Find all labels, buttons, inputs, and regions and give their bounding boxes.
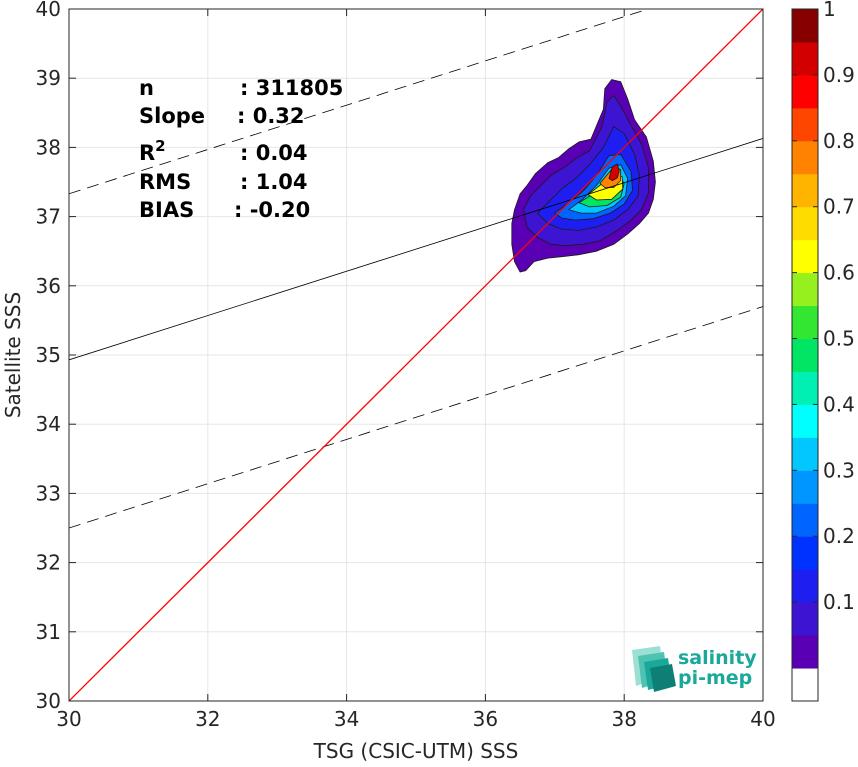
- error-bound-line: [69, 9, 650, 195]
- regression-line: [69, 138, 763, 361]
- colorbar-segment: [792, 74, 818, 109]
- reference-lines: [69, 9, 763, 701]
- x-tick-label: 40: [750, 707, 775, 731]
- colorbar-tick-label: 1: [823, 0, 836, 21]
- error-bound-line: [69, 306, 763, 529]
- colorbar-segment: [792, 9, 818, 43]
- stats-box: n : 311805 Slope : 0.32 R2 : 0.04 RMS : 1.04 BIA…: [139, 76, 343, 222]
- logo-line1: salinity: [678, 647, 757, 669]
- y-tick-label: 40: [36, 0, 61, 21]
- colorbar-segment: [792, 206, 818, 241]
- y-tick-label: 35: [36, 343, 61, 367]
- colorbar-segment: [792, 41, 818, 76]
- y-tick-label: 30: [36, 689, 61, 713]
- colorbar-segment: [792, 239, 818, 274]
- y-tick-label: 39: [36, 66, 61, 90]
- colorbar-segment: [792, 272, 818, 307]
- stat-label-superscript: 2: [155, 137, 165, 155]
- colorbar-segment: [792, 338, 818, 372]
- stat-label: n: [139, 76, 154, 100]
- y-tick-label: 32: [36, 551, 61, 575]
- stat-label: RMS: [139, 170, 191, 194]
- colorbar-segment: [792, 173, 818, 208]
- y-axis-ticks: 30 31 32 33 34 35 36 37 38 39 40: [36, 0, 763, 713]
- y-tick-label: 31: [36, 620, 61, 644]
- colorbar: 0.1 0.2 0.3 0.4 0.5 0.6 0.7 0.8 0.9 1: [791, 0, 855, 702]
- colorbar-segment: [792, 107, 818, 142]
- colorbar-tick-label: 0.8: [823, 129, 855, 153]
- grid-lines: [68, 8, 764, 702]
- colorbar-segment: [792, 305, 818, 340]
- stat-value: : 0.32: [237, 104, 305, 128]
- stat-value: : 1.04: [240, 170, 308, 194]
- x-tick-label: 38: [611, 707, 636, 731]
- y-axis-label: Satellite SSS: [1, 292, 25, 418]
- y-tick-label: 36: [36, 274, 61, 298]
- colorbar-tick-label: 0.9: [823, 63, 855, 87]
- colorbar-segment: [792, 437, 818, 471]
- identity-line: [69, 9, 763, 701]
- colorbar-tick-label: 0.3: [823, 458, 855, 482]
- colorbar-segment: [792, 668, 818, 702]
- density-contour: [608, 163, 620, 182]
- x-tick-label: 30: [56, 707, 81, 731]
- stat-label: Slope: [139, 104, 205, 128]
- colorbar-segment: [792, 503, 818, 537]
- colorbar-tick-label: 0.5: [823, 327, 855, 351]
- stat-label: BIAS: [139, 198, 194, 222]
- colorbar-segment: [792, 602, 818, 636]
- stat-value: : 311805: [240, 76, 343, 100]
- y-tick-label: 38: [36, 135, 61, 159]
- y-tick-label: 34: [36, 412, 61, 436]
- colorbar-segment: [792, 569, 818, 603]
- salinity-pi-mep-logo: salinity pi-mep: [632, 646, 757, 692]
- colorbar-tick-label: 0.1: [823, 590, 855, 614]
- stat-label: R2: [139, 137, 166, 165]
- colorbar-segment: [792, 371, 818, 405]
- x-tick-label: 36: [473, 707, 498, 731]
- x-axis-ticks: 30 32 34 36 38 40: [56, 9, 776, 731]
- y-tick-label: 37: [36, 205, 61, 229]
- colorbar-tick-label: 0.6: [823, 261, 855, 285]
- y-tick-label: 33: [36, 481, 61, 505]
- colorbar-frame: [791, 8, 819, 702]
- x-tick-label: 32: [195, 707, 220, 731]
- colorbar-tick-label: 0.7: [823, 195, 855, 219]
- colorbar-segment: [792, 140, 818, 175]
- colorbar-segment: [792, 635, 818, 669]
- stat-value: : -0.20: [234, 198, 310, 222]
- logo-line2: pi-mep: [678, 667, 752, 689]
- colorbar-segment: [792, 536, 818, 570]
- x-tick-label: 34: [334, 707, 359, 731]
- logo-icon: [632, 646, 676, 692]
- colorbar-tick-label: 0.4: [823, 392, 855, 416]
- x-axis-label: TSG (CSIC-UTM) SSS: [313, 739, 519, 763]
- density-contours: [511, 79, 656, 273]
- colorbar-segment: [792, 404, 818, 438]
- colorbar-segment: [792, 470, 818, 504]
- stat-value: : 0.04: [240, 141, 308, 165]
- colorbar-tick-label: 0.2: [823, 524, 855, 548]
